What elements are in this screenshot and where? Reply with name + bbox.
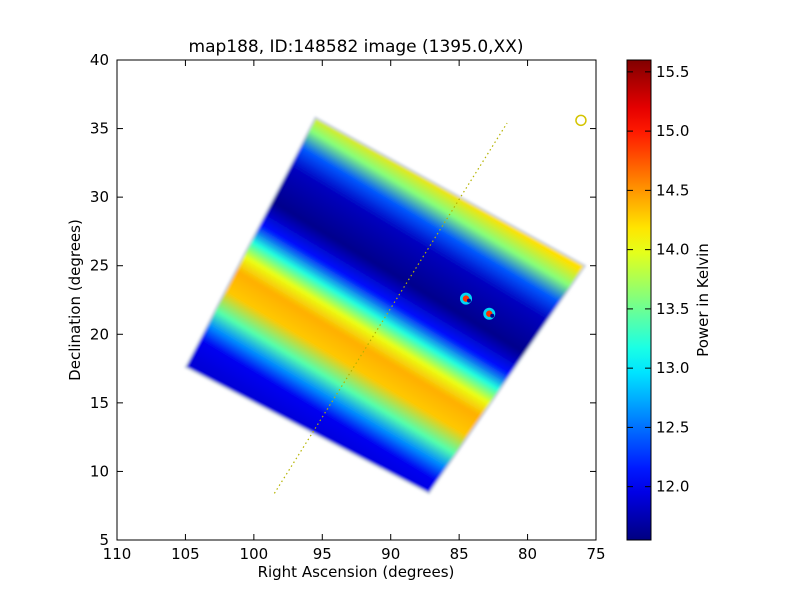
axes-frame	[116, 59, 597, 541]
x-tick-label: 100	[240, 545, 269, 563]
position-marker	[575, 114, 587, 127]
colorbar-tick-label: 12.5	[656, 418, 689, 436]
colorbar-fill	[627, 60, 651, 540]
chart-title: map188, ID:148582 image (1395.0,XX)	[189, 37, 524, 57]
y-axis-label: Declination (degrees)	[66, 219, 84, 381]
dotted-trace-line	[273, 122, 508, 494]
colorbar-label: Power in Kelvin	[694, 243, 712, 357]
colorbar-tick-label: 13.0	[656, 359, 689, 377]
colorbar-tick-label: 15.0	[656, 122, 689, 140]
x-axis: 110 105 100 95 90 85 80 75	[103, 60, 606, 563]
x-tick-label: 95	[313, 545, 332, 563]
colorbar-frame	[626, 59, 652, 541]
sky-map-region	[184, 116, 587, 495]
point-source	[483, 307, 496, 320]
x-tick-label: 105	[171, 545, 200, 563]
colorbar: 12.0 12.5 13.0 13.5 14.0 14.5 15.0 15.5 Power i…	[626, 59, 712, 541]
x-tick-label: 85	[450, 545, 469, 563]
x-tick-label: 80	[518, 545, 537, 563]
x-axis-label: Right Ascension (degrees)	[258, 563, 455, 581]
point-source	[459, 292, 472, 305]
y-tick-label: 40	[90, 51, 109, 69]
y-axis: 5 10 15 20 25 30 35 40	[90, 51, 596, 549]
colorbar-tick-label: 14.5	[656, 181, 689, 199]
colorbar-tick-label: 12.0	[656, 478, 689, 496]
map-overlays	[273, 114, 587, 494]
x-tick-label: 75	[586, 545, 605, 563]
y-tick-label: 20	[90, 325, 109, 343]
colorbar-tick-label: 14.0	[656, 241, 689, 259]
sky-map	[184, 116, 587, 495]
y-tick-label: 25	[90, 257, 109, 275]
y-tick-label: 35	[90, 120, 109, 138]
colorbar-tick-label: 15.5	[656, 63, 689, 81]
y-tick-label: 5	[99, 531, 109, 549]
y-tick-label: 10	[90, 462, 109, 480]
colorbar-tick-label: 13.5	[656, 300, 689, 318]
x-tick-label: 110	[103, 545, 132, 563]
y-tick-label: 30	[90, 188, 109, 206]
x-tick-label: 90	[381, 545, 400, 563]
colorbar-ticks: 12.0 12.5 13.0 13.5 14.0 14.5 15.0 15.5	[627, 63, 689, 496]
y-tick-label: 15	[90, 394, 109, 412]
